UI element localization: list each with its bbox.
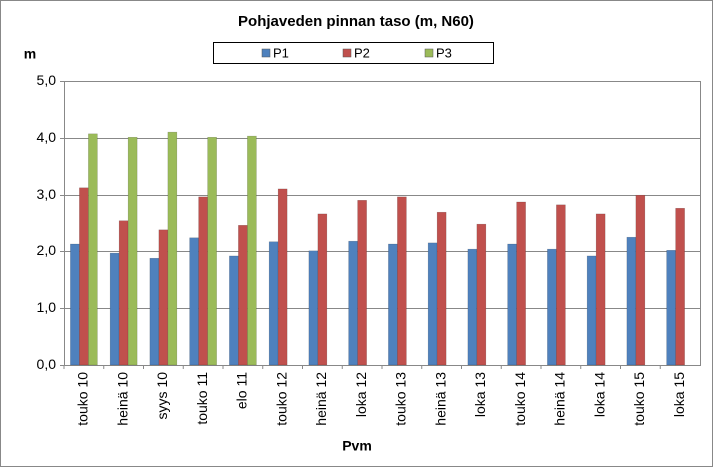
x-tick-label: touko 10 [75,372,91,426]
bar [198,196,208,366]
legend-box [213,42,494,64]
y-tick-label: 3,0 [37,186,57,202]
y-tick-label: 0,0 [37,356,57,372]
x-tick-label: touko 14 [512,372,528,426]
bar [388,243,398,366]
x-tick-label: elo 11 [234,372,250,409]
bar [118,220,129,366]
x-tick-label: heinä 13 [432,372,448,426]
x-tick-label: touko 13 [393,372,409,426]
x-tick-label: touko 12 [273,372,289,426]
bar [127,136,138,366]
x-tick-label: touko 11 [194,372,210,425]
x-axis-title: Pvm [342,438,372,454]
x-tick-label: heinä 14 [552,372,568,426]
bar [397,196,407,366]
bar [238,225,248,366]
bar [556,204,566,366]
bar [207,136,217,366]
legend-swatch [424,48,434,58]
bar [467,248,478,366]
bar [666,250,676,366]
bar [675,207,685,366]
bar [79,187,89,366]
x-tick-label: loka 12 [353,372,369,417]
bar [317,213,328,366]
bar [158,229,169,366]
bar [167,131,178,366]
bar [476,223,487,366]
bar [109,252,120,366]
x-tick-label: loka 14 [591,372,607,417]
bar [308,250,319,366]
y-axis-title: m [24,46,36,62]
bar [427,242,438,366]
x-tick-label: heinä 10 [114,372,130,426]
bar [88,133,98,366]
x-tick-label: loka 13 [472,372,488,417]
bar [507,243,517,366]
x-tick-label: touko 15 [631,372,647,426]
bar [547,248,557,366]
legend-label: P3 [436,45,452,60]
legend-label: P1 [273,45,289,60]
bar [149,257,160,366]
bar [626,236,637,366]
y-tick-label: 2,0 [37,242,57,258]
bar [586,255,597,366]
bar [595,213,606,366]
legend-swatch [261,48,271,58]
bar [189,237,199,366]
chart-title: Pohjaveden pinnan taso (m, N60) [238,13,474,30]
y-tick-label: 4,0 [37,129,57,145]
x-tick-label: loka 15 [671,372,687,417]
legend-label: P2 [354,45,370,60]
bar [348,240,358,366]
legend-swatch [342,48,352,58]
bar [247,135,257,366]
bar [357,200,367,366]
bar [229,255,239,366]
y-tick-label: 5,0 [37,72,57,88]
x-tick-label: heinä 12 [313,372,329,426]
bar [277,188,288,366]
x-tick-label: syys 10 [154,372,170,420]
y-tick-label: 1,0 [37,299,57,315]
bar [70,243,80,366]
bar [436,211,447,366]
bar [635,194,646,366]
bar [516,201,526,366]
bar [268,241,279,366]
